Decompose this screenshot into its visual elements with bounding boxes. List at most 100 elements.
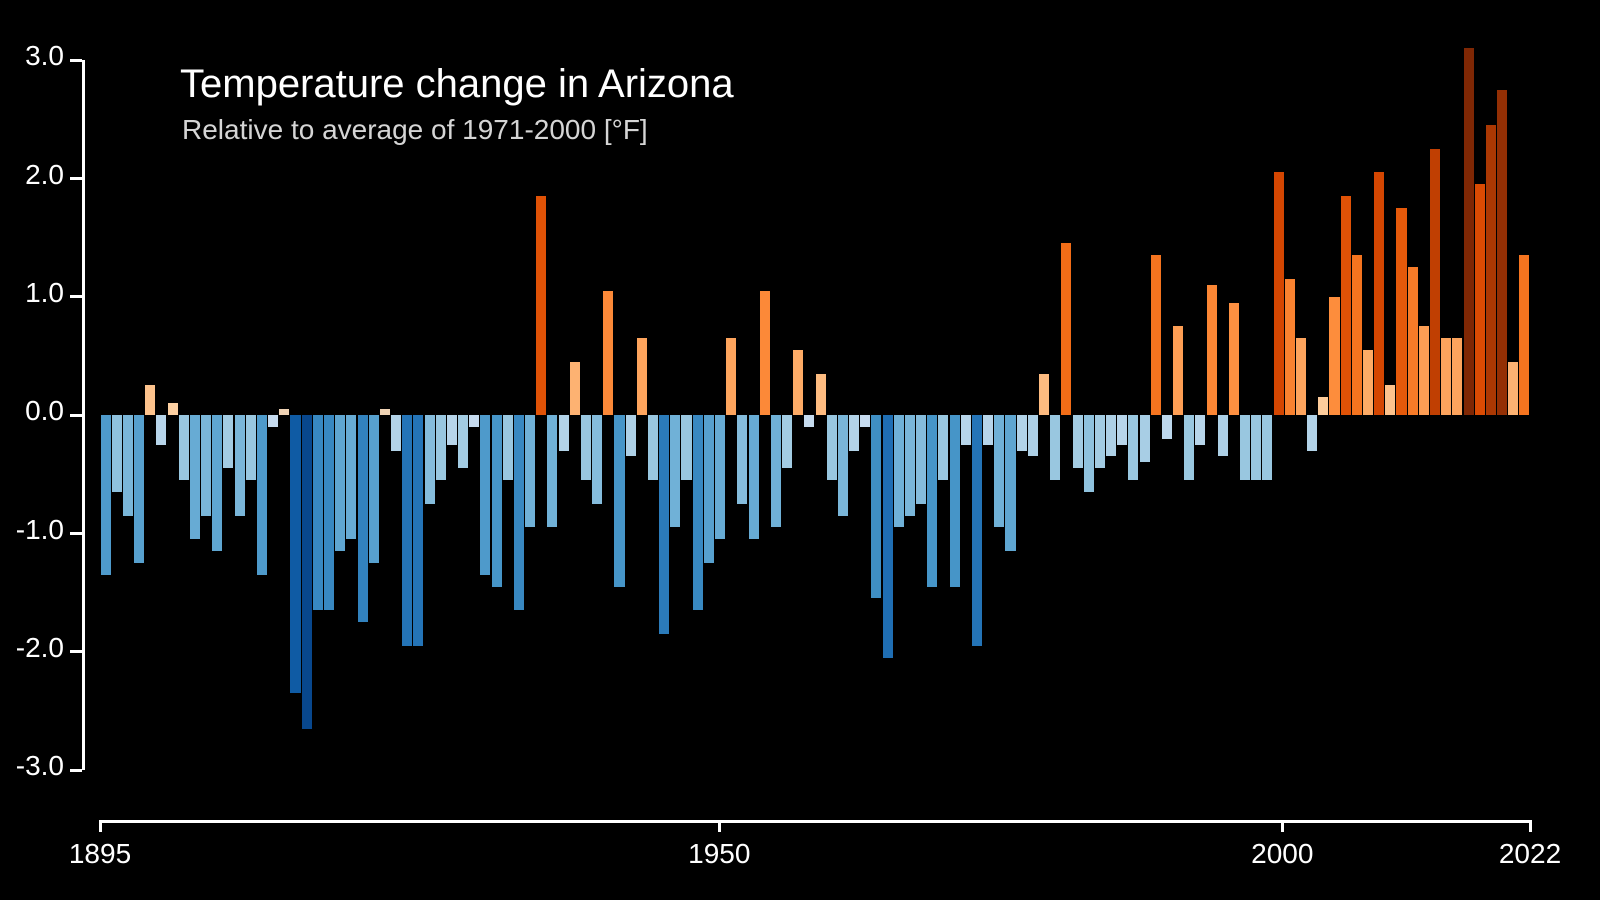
bar-1916 <box>335 415 345 551</box>
y-tick-label: 1.0 <box>25 277 64 309</box>
bar-1993 <box>1195 415 1205 445</box>
bar-1925 <box>436 415 446 480</box>
y-axis-line <box>82 60 85 770</box>
x-tick <box>1281 820 1284 832</box>
bar-1999 <box>1262 415 1272 480</box>
y-tick <box>70 59 82 62</box>
bar-1946 <box>670 415 680 527</box>
bar-1926 <box>447 415 457 445</box>
bar-1941 <box>614 415 624 587</box>
bar-1959 <box>816 374 826 415</box>
bar-1985 <box>1106 415 1116 456</box>
bar-1989 <box>1151 255 1161 415</box>
bar-1962 <box>849 415 859 451</box>
bar-1972 <box>961 415 971 445</box>
bar-1901 <box>168 403 178 415</box>
bar-1906 <box>223 415 233 468</box>
bar-1917 <box>346 415 356 539</box>
bar-1938 <box>581 415 591 480</box>
bar-1967 <box>905 415 915 516</box>
bar-1949 <box>704 415 714 563</box>
bar-1947 <box>681 415 691 480</box>
bar-2011 <box>1396 208 1406 415</box>
bar-1992 <box>1184 415 1194 480</box>
bar-1995 <box>1218 415 1228 456</box>
bar-1990 <box>1162 415 1172 439</box>
bar-1958 <box>804 415 814 427</box>
bar-2006 <box>1341 196 1351 415</box>
x-tick <box>99 820 102 832</box>
bar-2008 <box>1363 350 1373 415</box>
bar-1974 <box>983 415 993 445</box>
y-tick-label: -2.0 <box>16 632 64 664</box>
bar-1928 <box>469 415 479 427</box>
temperature-chart: Temperature change in Arizona Relative t… <box>0 0 1600 900</box>
bar-1903 <box>190 415 200 539</box>
bar-1957 <box>793 350 803 415</box>
y-tick-label: 0.0 <box>25 395 64 427</box>
bar-1920 <box>380 409 390 415</box>
bar-2003 <box>1307 415 1317 451</box>
bar-1952 <box>737 415 747 504</box>
bar-1977 <box>1017 415 1027 451</box>
bar-1914 <box>313 415 323 610</box>
bar-1961 <box>838 415 848 516</box>
bar-1897 <box>123 415 133 516</box>
x-tick <box>718 820 721 832</box>
bar-1910 <box>268 415 278 427</box>
bar-1896 <box>112 415 122 492</box>
bar-1968 <box>916 415 926 504</box>
bar-1905 <box>212 415 222 551</box>
bar-1919 <box>369 415 379 563</box>
bar-2004 <box>1318 397 1328 415</box>
bar-1902 <box>179 415 189 480</box>
bar-2020 <box>1497 90 1507 415</box>
bar-2022 <box>1519 255 1529 415</box>
y-tick <box>70 769 82 772</box>
y-tick-label: 3.0 <box>25 40 64 72</box>
bar-1921 <box>391 415 401 451</box>
bar-1930 <box>492 415 502 587</box>
plot-area <box>100 60 1530 770</box>
x-tick <box>1529 820 1532 832</box>
bar-1943 <box>637 338 647 415</box>
bar-1927 <box>458 415 468 468</box>
bar-1988 <box>1140 415 1150 462</box>
bar-1998 <box>1251 415 1261 480</box>
bar-2019 <box>1486 125 1496 415</box>
bar-2018 <box>1475 184 1485 415</box>
bar-1918 <box>358 415 368 622</box>
bar-1976 <box>1005 415 1015 551</box>
bar-1980 <box>1050 415 1060 480</box>
bar-1904 <box>201 415 211 516</box>
bar-1973 <box>972 415 982 646</box>
y-tick-label: 2.0 <box>25 159 64 191</box>
bar-1931 <box>503 415 513 480</box>
y-tick <box>70 532 82 535</box>
bar-2000 <box>1274 172 1284 415</box>
bar-1953 <box>749 415 759 539</box>
bar-1929 <box>480 415 490 575</box>
bar-2001 <box>1285 279 1295 415</box>
y-tick <box>70 414 82 417</box>
bar-1965 <box>883 415 893 658</box>
bar-1945 <box>659 415 669 634</box>
bar-1913 <box>302 415 312 729</box>
bar-1966 <box>894 415 904 527</box>
bar-1948 <box>693 415 703 610</box>
bar-1956 <box>782 415 792 468</box>
bar-1996 <box>1229 303 1239 415</box>
x-tick-label: 2022 <box>1499 838 1561 870</box>
bar-1936 <box>559 415 569 451</box>
bar-2015 <box>1441 338 1451 415</box>
bar-1951 <box>726 338 736 415</box>
bar-1911 <box>279 409 289 415</box>
bar-1986 <box>1117 415 1127 445</box>
bar-2013 <box>1419 326 1429 415</box>
bar-2010 <box>1385 385 1395 415</box>
bar-1942 <box>626 415 636 456</box>
bar-1950 <box>715 415 725 539</box>
bar-1983 <box>1084 415 1094 492</box>
bar-1937 <box>570 362 580 415</box>
bar-2007 <box>1352 255 1362 415</box>
